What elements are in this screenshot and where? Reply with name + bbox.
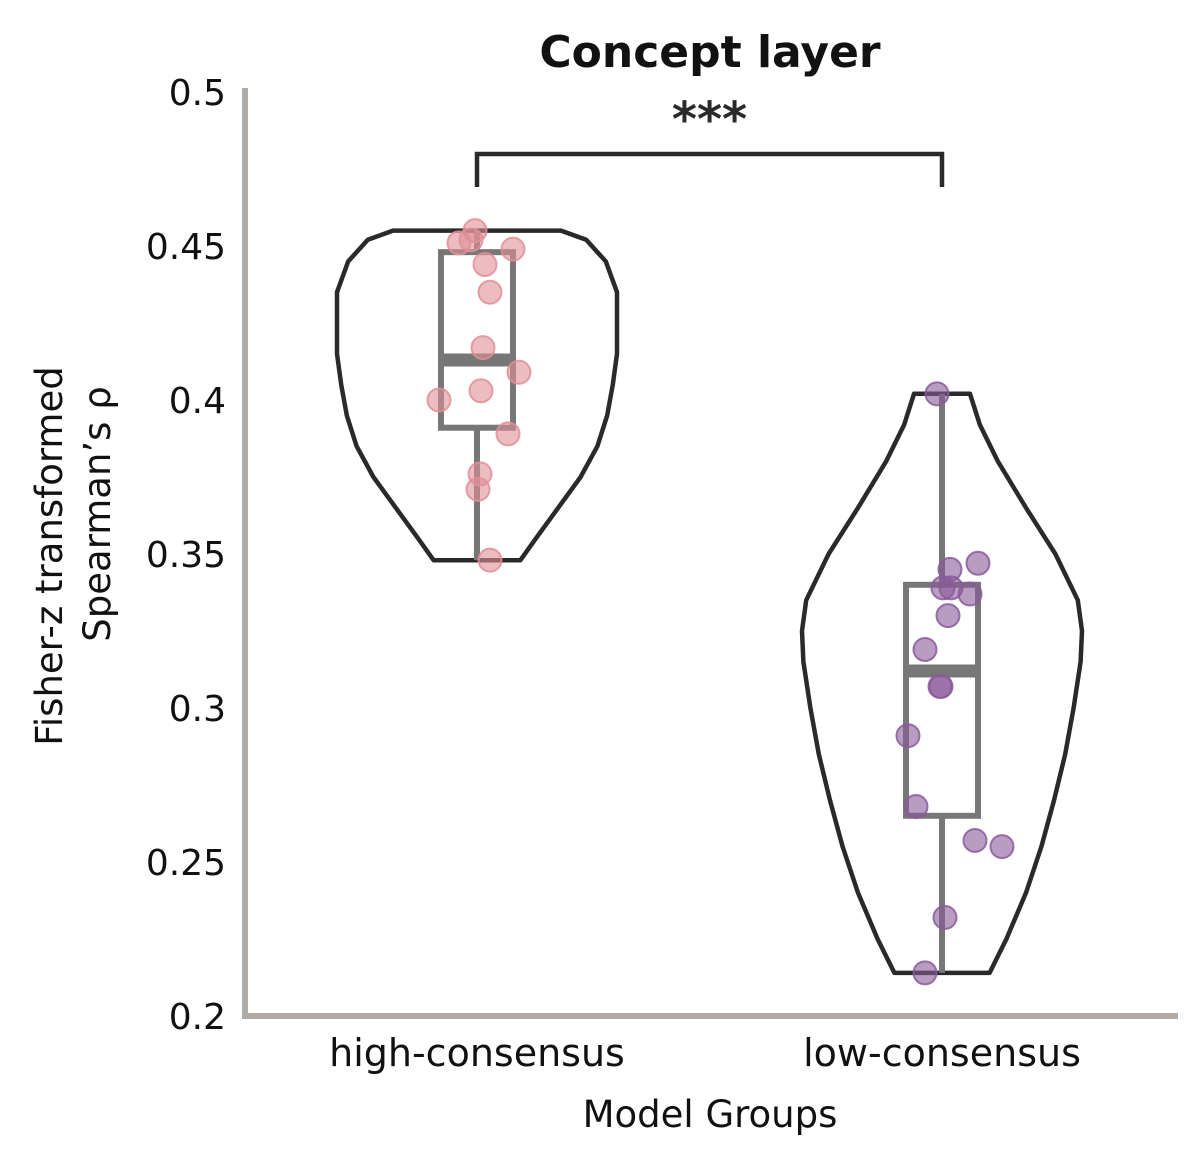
data-point xyxy=(928,673,954,699)
x-axis-label: Model Groups xyxy=(583,1093,838,1136)
data-point xyxy=(924,381,950,407)
y-tick-label: 0.3 xyxy=(169,689,226,730)
data-point xyxy=(468,378,494,404)
data-point xyxy=(477,547,503,573)
data-point xyxy=(932,904,958,930)
y-axis-label-line-2: Spearman’s ρ xyxy=(76,386,119,641)
y-axis-label: Fisher-z transformed Spearman’s ρ xyxy=(28,366,119,745)
data-point xyxy=(470,335,496,361)
significance-label: *** xyxy=(672,92,747,148)
data-point xyxy=(912,636,938,662)
y-tick-label: 0.2 xyxy=(169,997,226,1038)
violin-high-consensus xyxy=(334,228,620,563)
data-point xyxy=(506,359,532,385)
data-point xyxy=(965,550,991,576)
data-point xyxy=(957,581,983,607)
data-point xyxy=(465,476,491,502)
chart-title: Concept layer xyxy=(539,27,881,78)
data-point xyxy=(989,834,1015,860)
y-tick-label: 0.4 xyxy=(169,381,226,422)
y-axis-label-line-1: Fisher-z transformed xyxy=(28,366,71,745)
data-point xyxy=(495,421,521,447)
y-tick-label: 0.45 xyxy=(146,227,226,268)
data-point xyxy=(903,794,929,820)
data-point xyxy=(912,960,938,986)
data-point xyxy=(962,827,988,853)
significance-bracket xyxy=(474,151,945,187)
data-point xyxy=(895,723,921,749)
y-tick-label: 0.5 xyxy=(169,73,226,114)
data-point xyxy=(472,251,498,277)
y-tick-label: 0.25 xyxy=(146,843,226,884)
x-tick-label: low-consensus xyxy=(803,1031,1081,1075)
x-tick-label: high-consensus xyxy=(329,1031,625,1075)
data-point xyxy=(500,236,526,262)
violin-low-consensus xyxy=(799,391,1085,976)
data-point xyxy=(477,279,503,305)
data-point xyxy=(462,218,488,244)
data-point xyxy=(935,603,961,629)
data-point xyxy=(426,387,452,413)
box-high-consensus xyxy=(438,249,516,431)
y-tick-label: 0.35 xyxy=(146,535,226,576)
